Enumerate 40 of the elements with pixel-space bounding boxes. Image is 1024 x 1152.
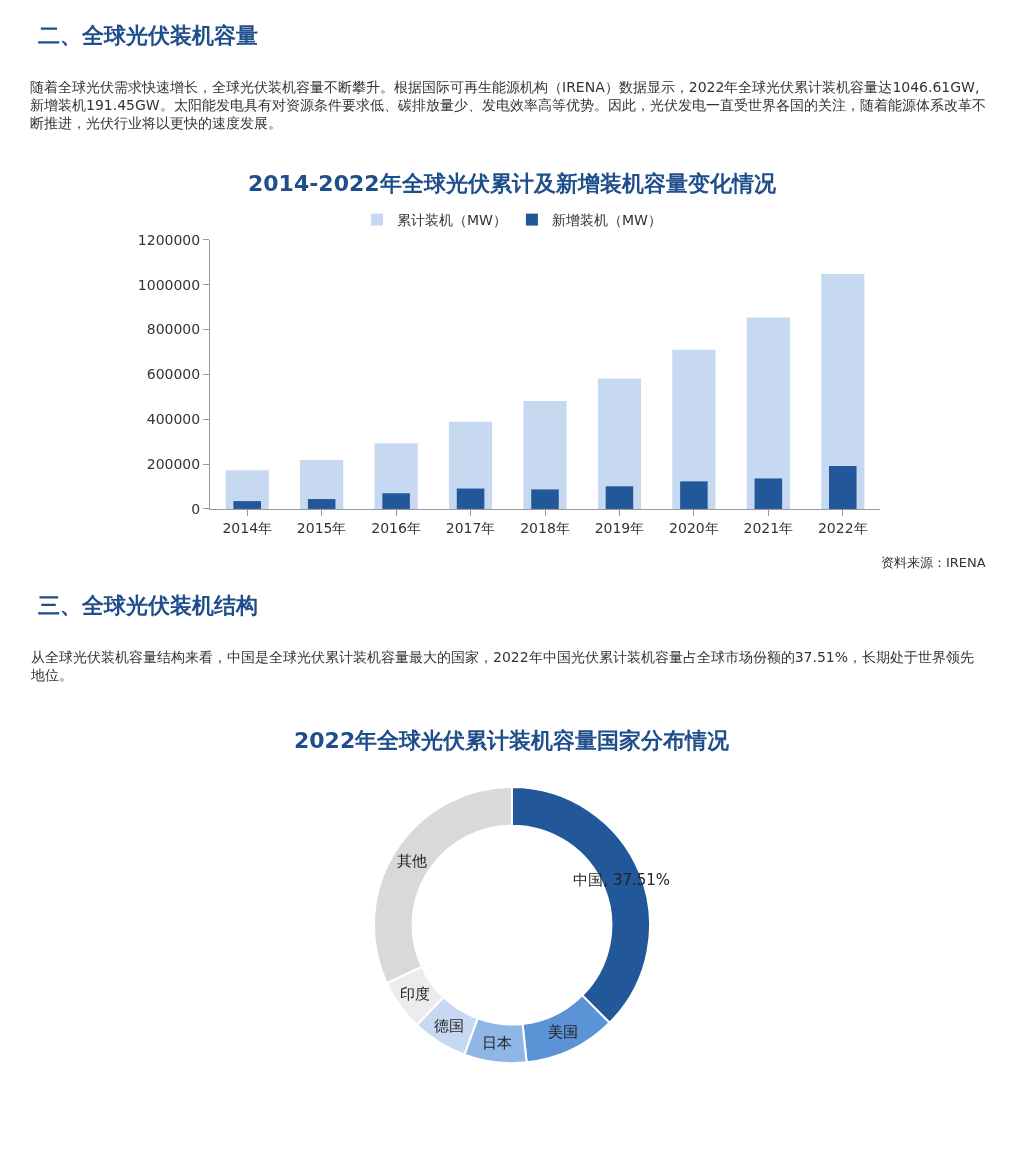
slice-label: 美国 (548, 1023, 579, 1042)
bar (754, 478, 783, 509)
chart-title: 2014-2022年全球光伏累计及新增装机容量变化情况 (248, 171, 777, 196)
bar (456, 488, 485, 509)
bar (233, 501, 261, 509)
x-tick-label: 2020年 (669, 519, 719, 536)
x-tick-label: 2022年 (817, 519, 868, 536)
bar (680, 481, 708, 509)
slice-label: 印度 (400, 985, 431, 1004)
slice-label: 其他 (396, 852, 427, 871)
y-tick-label: 800000 (146, 321, 201, 338)
bar (382, 493, 410, 509)
x-tick-label: 2021年 (743, 519, 794, 536)
y-tick-label: 1200000 (137, 231, 201, 248)
bar (829, 466, 857, 509)
x-tick-label: 2019年 (594, 519, 645, 536)
bar (531, 489, 559, 509)
x-tick-label: 2016年 (371, 519, 421, 536)
legend-label: 新增装机（MW） (551, 212, 662, 229)
x-tick-label: 2017年 (445, 519, 496, 536)
text: 资料来源：IRENA (881, 555, 986, 570)
text: 二、全球光伏装机容量 (38, 23, 258, 48)
slice-label: 日本 (482, 1033, 513, 1052)
text: 三、全球光伏装机结构 (38, 593, 258, 618)
slice-label: 德国 (434, 1016, 465, 1035)
y-tick-label: 0 (191, 500, 201, 517)
bar (605, 486, 634, 509)
y-tick-label: 400000 (146, 411, 201, 428)
bar (307, 499, 336, 509)
y-tick-label: 600000 (146, 366, 201, 383)
x-tick-label: 2014年 (222, 519, 273, 536)
bar (746, 317, 790, 509)
x-tick-label: 2018年 (520, 519, 570, 536)
y-tick-label: 200000 (146, 455, 201, 472)
y-tick-label: 1000000 (137, 276, 201, 293)
chart-title: 2022年全球光伏累计装机容量国家分布情况 (294, 728, 731, 753)
legend-label: 累计装机（MW） (397, 212, 507, 229)
x-tick-label: 2015年 (296, 519, 347, 536)
chart-subtitle: 随着全球光伏需求快速增长，全球光伏装机容量不断攀升。根据国际可再生能源机构（IRENA）数据显示，2022年全球光伏累计装机容量达1046.61GW,新增装机191.45GW。太阳能发电具有对资源条件要求低、碳排放量少、发电效率高等优势。因此，光伏发电一直受世界各国的关注，随着能源体系改革不断推进，光伏行业将以更快的速度发展。 (30, 79, 986, 132)
chart-subtitle: 从全球光伏装机容量结构来看，中国是全球光伏累计装机容量最大的国家，2022年中国光伏累计装机容量占全球市场份额的37.51%，长期处于世界领先地位。 (30, 649, 975, 684)
